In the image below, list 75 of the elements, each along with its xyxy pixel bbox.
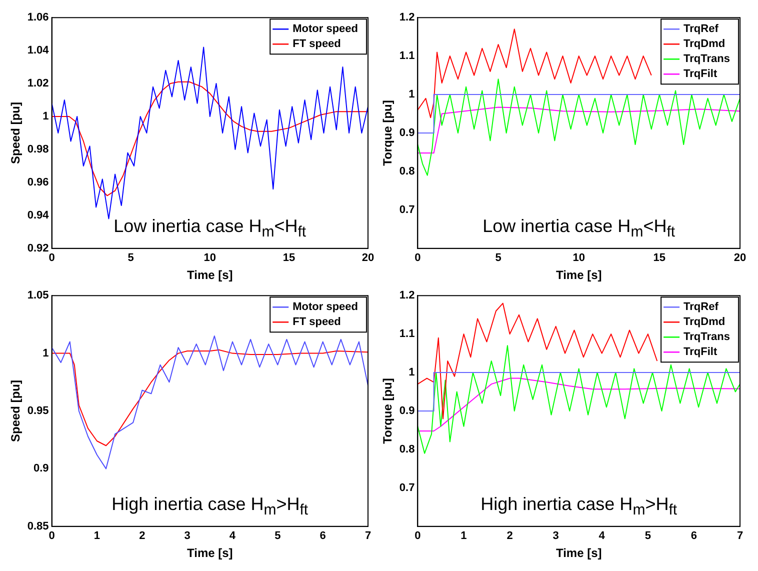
y-tick-label: 1 [42,347,49,360]
x-tick-label: 6 [690,530,698,542]
x-tick-label: 15 [653,252,666,264]
y-axis-title: Torque [pu] [380,378,395,444]
x-tick-label: 2 [506,530,513,542]
y-axis-title: Speed [pu] [8,102,23,164]
x-axis-title: Time [s] [187,268,233,282]
legend-label: TrqRef [684,23,719,36]
y-tick-label: 0.7 [399,204,415,216]
x-tick-label: 5 [274,530,281,542]
x-tick-label: 0 [414,530,421,542]
x-axis-title: Time [s] [187,546,233,560]
y-tick-label: 0.95 [27,405,49,418]
y-tick-label: 1.2 [399,12,415,24]
x-tick-label: 4 [598,530,606,542]
y-tick-label: 0.8 [399,166,415,178]
x-tick-label: 6 [320,530,326,542]
x-tick-label: 2 [139,530,146,542]
y-axis-title: Speed [pu] [8,380,23,442]
y-tick-label: 1.2 [399,290,415,302]
y-tick-label: 0.85 [27,520,49,532]
annotation: High inertia case H$_{m}$>H$_{ft}$ [110,493,310,521]
x-tick-label: 0 [414,252,421,264]
x-tick-label: 0 [48,530,55,542]
legend-label: FT speed [292,316,341,328]
x-axis-title: Time [s] [556,546,602,560]
y-tick-label: 1.06 [27,12,49,24]
x-tick-label: 7 [364,530,372,542]
legend-label: FT speed [292,38,341,50]
y-tick-label: 1.04 [27,44,50,57]
y-tick-label: 1.1 [399,50,415,62]
x-tick-label: 0 [48,252,55,264]
y-tick-label: 1 [408,88,415,101]
x-tick-label: 20 [734,252,746,264]
y-tick-label: 1 [42,110,49,123]
legend-label: TrqRef [684,301,719,314]
y-tick-label: 1 [408,366,415,379]
y-tick-label: 0.9 [399,405,415,418]
x-tick-label: 15 [282,252,296,264]
x-tick-label: 7 [736,530,744,542]
legend-label: TrqTrans [684,53,730,66]
x-tick-label: 20 [362,252,374,264]
x-tick-label: 5 [495,252,502,264]
x-tick-label: 5 [644,530,651,542]
y-tick-label: 0.92 [27,242,49,254]
y-tick-label: 0.8 [399,444,415,456]
annotation: Low inertia case H$_{m}$<H$_{ft}$ [112,215,308,243]
y-tick-label: 1.02 [27,78,49,90]
annotation: High inertia case H$_{m}$>H$_{ft}$ [480,493,678,521]
x-tick-label: 5 [128,252,134,264]
x-tick-label: 3 [552,530,559,542]
y-tick-label: 0.9 [34,462,49,475]
y-tick-label: 0.98 [27,144,49,156]
legend-label: Motor speed [292,23,358,36]
x-tick-label: 10 [572,252,585,264]
y-tick-label: 0.7 [399,482,415,494]
x-tick-label: 1 [94,530,100,542]
y-tick-label: 1.1 [399,328,415,340]
x-tick-label: 1 [460,530,467,542]
legend-label: Motor speed [292,301,358,314]
y-tick-label: 0.94 [27,209,50,222]
legend-label: TrqTrans [684,331,730,344]
x-tick-label: 3 [184,530,190,542]
x-axis-title: Time [s] [556,268,602,282]
y-tick-label: 1.05 [27,290,49,302]
legend-label: TrqFilt [684,346,718,358]
x-tick-label: 4 [229,530,236,542]
annotation: Low inertia case H$_{m}$<H$_{ft}$ [482,215,676,243]
legend-label: TrqFilt [684,68,718,80]
y-axis-title: Torque [pu] [380,100,395,166]
legend-label: TrqDmd [684,316,726,328]
y-tick-label: 0.9 [399,127,415,140]
y-tick-label: 0.96 [27,176,49,188]
legend-label: TrqDmd [684,38,726,50]
x-tick-label: 10 [204,252,216,264]
